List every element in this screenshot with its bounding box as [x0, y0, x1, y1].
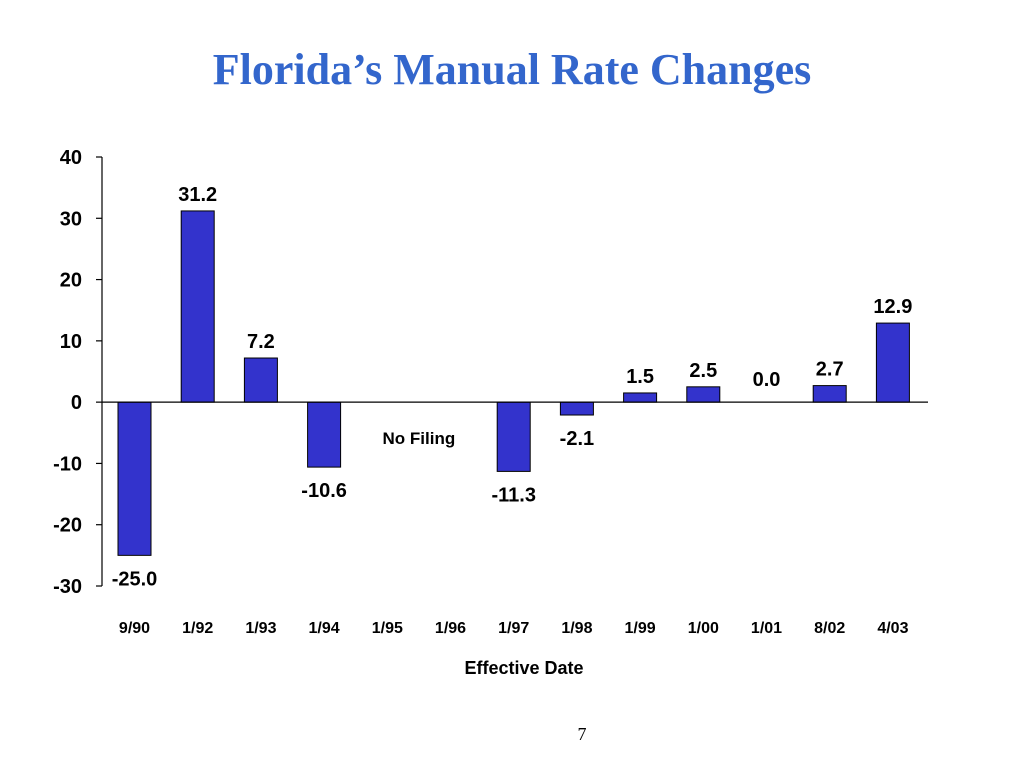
y-tick-label: -20 [53, 515, 82, 537]
x-category-label: 9/90 [119, 620, 150, 637]
bar-9-90 [117, 401, 152, 556]
data-label: 1.5 [626, 366, 654, 388]
x-category-label: 1/92 [182, 620, 213, 637]
y-tick-label: 40 [60, 147, 82, 169]
y-tick-label: 20 [60, 270, 82, 292]
y-tick-label: -30 [53, 576, 82, 598]
bar-8-02 [812, 385, 847, 403]
data-label: -2.1 [560, 428, 594, 450]
bar-1-99 [623, 392, 658, 403]
data-label: -11.3 [491, 484, 535, 506]
y-tick-label: -10 [53, 453, 82, 475]
y-tick-label: 10 [60, 331, 82, 353]
x-category-label: 1/96 [435, 620, 466, 637]
bar-1-92 [180, 210, 215, 403]
chart-annotations: No Filing [383, 429, 456, 448]
x-category-label: 1/94 [309, 620, 340, 637]
data-label: 31.2 [178, 184, 217, 206]
data-label: 12.9 [873, 296, 912, 318]
bar-1-93 [243, 357, 278, 403]
data-label: -10.6 [301, 480, 347, 502]
bar-1-98 [559, 401, 594, 416]
bar-series [117, 210, 910, 556]
bar-1-94 [307, 401, 342, 468]
data-label: 2.5 [689, 360, 717, 382]
x-axis-title: Effective Date [464, 658, 583, 678]
y-tick-label: 30 [60, 208, 82, 230]
no-filing-annotation: No Filing [383, 429, 456, 448]
data-labels: -25.0 31.2 7.2 -10.6 -11.3 -2.1 1.5 2.5 0.0 2.7 12… [112, 184, 913, 590]
x-category-label: 1/93 [245, 620, 276, 637]
data-label: 7.2 [247, 331, 275, 353]
x-axis-category-labels: 9/90 1/92 1/93 1/94 1/95 1/96 1/97 1/98 1/99 1/00… [119, 620, 909, 637]
bar-4-03 [875, 322, 910, 403]
y-tick-label: 0 [71, 392, 82, 414]
x-category-label: 1/01 [751, 620, 782, 637]
slide-title: Florida’s Manual Rate Changes [212, 45, 812, 94]
x-category-label: 1/95 [372, 620, 403, 637]
x-category-label: 4/03 [877, 620, 908, 637]
data-label: -25.0 [112, 568, 158, 590]
x-category-label: 1/97 [498, 620, 529, 637]
x-category-label: 1/00 [688, 620, 719, 637]
data-label: 0.0 [753, 369, 781, 391]
data-label: 2.7 [816, 359, 844, 381]
x-category-label: 1/98 [561, 620, 592, 637]
bar-1-00 [686, 386, 721, 403]
bar-1-97 [496, 401, 531, 472]
x-category-label: 1/99 [625, 620, 656, 637]
page-number: 7 [577, 724, 587, 744]
x-category-label: 8/02 [814, 620, 845, 637]
y-axis-ticks: 40 30 20 10 0 -10 -20 -30 [53, 147, 102, 598]
